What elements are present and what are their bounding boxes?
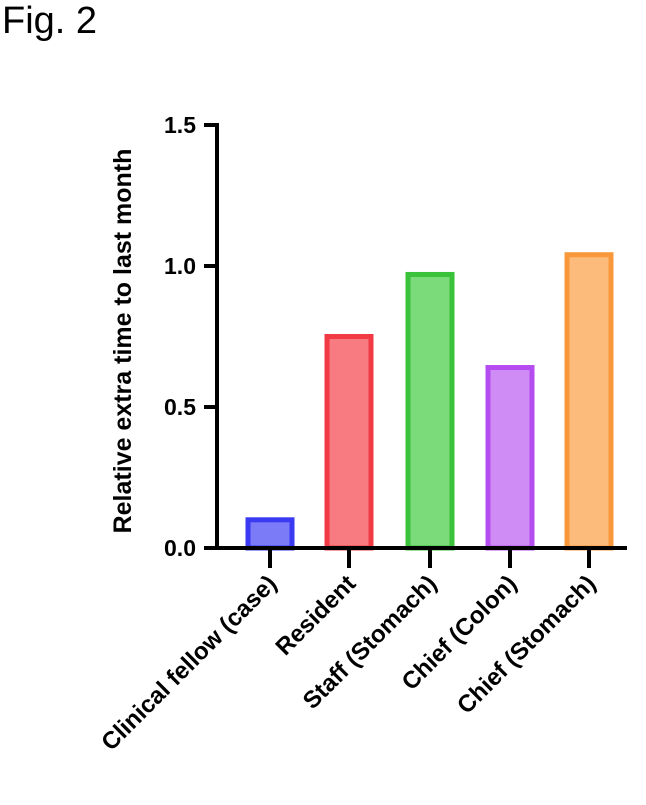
bar-4 [485, 365, 535, 551]
y-axis-label: Relative extra time to last month [109, 149, 137, 534]
y-tick-label: 0.0 [164, 535, 196, 561]
bar-1 [245, 517, 295, 551]
y-tick-label: 1.0 [164, 253, 196, 279]
bars-group [245, 252, 614, 551]
figure-label: Fig. 2 [2, 0, 98, 42]
y-axis: 0.0 0.5 1.0 1.5 [164, 112, 219, 561]
x-tick-label: Clinical fellow (case) [96, 570, 282, 756]
y-tick-label: 0.5 [164, 394, 196, 420]
y-tick-label: 1.5 [164, 112, 196, 138]
x-tick-label: Chief (Stomach) [452, 570, 601, 719]
bar-3 [405, 271, 455, 551]
bar-2 [324, 334, 374, 551]
bar-5 [564, 252, 614, 551]
